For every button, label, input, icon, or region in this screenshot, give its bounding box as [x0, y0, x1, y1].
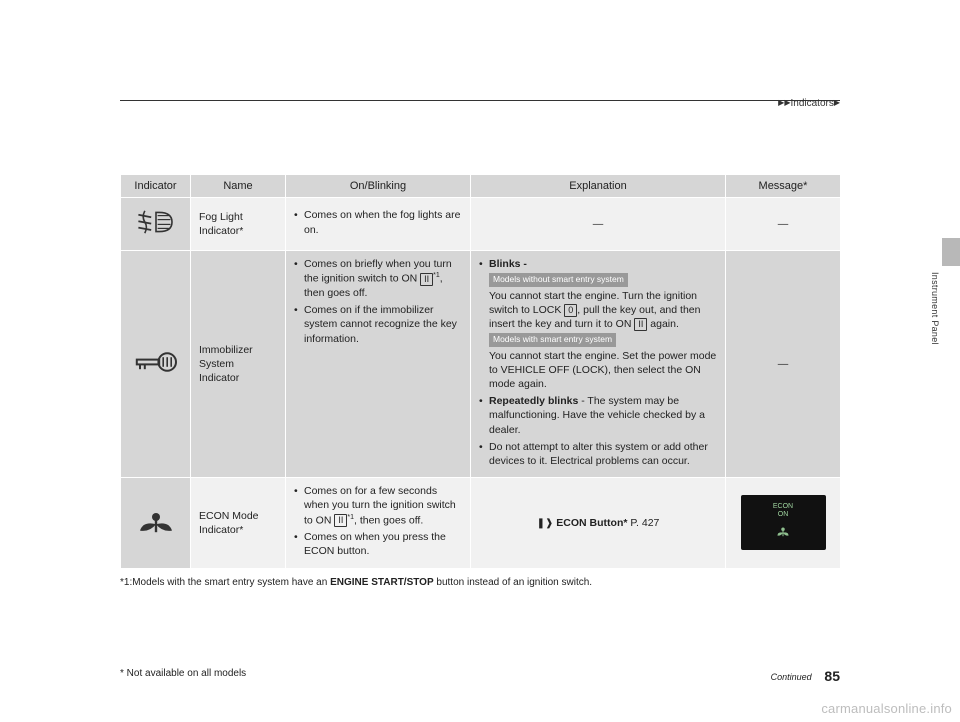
- th-indicator: Indicator: [121, 175, 191, 198]
- continued-label: Continued: [771, 672, 812, 682]
- indicators-table: Indicator Name On/Blinking Explanation M…: [120, 174, 841, 569]
- blinks-label: Blinks -: [489, 258, 527, 270]
- model-badge: Models without smart entry system: [489, 273, 628, 286]
- indicator-name: Fog Light Indicator*: [191, 198, 286, 251]
- explain-text: again.: [647, 318, 679, 330]
- immobilizer-icon: [132, 344, 180, 380]
- onblink-item: Comes on briefly when you turn the ignit…: [294, 257, 462, 300]
- explain-item: Repeatedly blinks - The system may be ma…: [479, 394, 717, 437]
- indicator-icon-cell: [121, 251, 191, 478]
- explain-text: You cannot start the engine. Set the pow…: [489, 350, 716, 390]
- econ-screen-text: ECONON: [741, 503, 826, 518]
- onblink-cell: Comes on for a few seconds when you turn…: [286, 478, 471, 568]
- breadcrumb-label: Indicators: [790, 98, 833, 109]
- footnote-star1: *1:Models with the smart entry system ha…: [120, 577, 840, 588]
- onblink-item: Comes on for a few seconds when you turn…: [294, 484, 462, 527]
- fog-light-icon: [132, 204, 180, 240]
- onblink-cell: Comes on when the fog lights are on.: [286, 198, 471, 251]
- econ-leaf-icon: [132, 503, 180, 539]
- section-side-label: Instrument Panel: [930, 272, 940, 345]
- message-cell: —: [726, 198, 841, 251]
- ref-arrow-icon: ❚❱: [537, 518, 554, 529]
- key-position-box: II: [634, 318, 647, 331]
- key-position-box: 0: [564, 304, 577, 317]
- explanation-cell: ❚❱ ECON Button* P. 427: [471, 478, 726, 568]
- th-message: Message*: [726, 175, 841, 198]
- table-row: Immobilizer System Indicator Comes on br…: [121, 251, 841, 478]
- page-number: 85: [824, 668, 840, 684]
- table-header-row: Indicator Name On/Blinking Explanation M…: [121, 175, 841, 198]
- explanation-cell: Blinks - Models without smart entry syst…: [471, 251, 726, 478]
- footer-right: Continued 85: [771, 668, 840, 684]
- table-row: ECON Mode Indicator* Comes on for a few …: [121, 478, 841, 568]
- message-cell: ECONON: [726, 478, 841, 568]
- thumb-tab: [942, 238, 960, 266]
- watermark: carmanualsonline.info: [821, 701, 952, 716]
- ref-page: P. 427: [630, 517, 659, 529]
- onblink-item: Comes on if the immobilizer system canno…: [294, 303, 462, 346]
- th-name: Name: [191, 175, 286, 198]
- table-row: Fog Light Indicator* Comes on when the f…: [121, 198, 841, 251]
- explanation-cell: —: [471, 198, 726, 251]
- page-content: ▶▶Indicators▶ Indicator Name On/Blinking…: [120, 90, 840, 588]
- header-rule: [120, 100, 840, 101]
- indicator-icon-cell: [121, 198, 191, 251]
- page-header: ▶▶Indicators▶: [120, 100, 840, 124]
- explain-item: Do not attempt to alter this system or a…: [479, 440, 717, 468]
- econ-screen-leaf-icon: [741, 526, 826, 542]
- triangle-icon: ▶: [834, 98, 840, 107]
- model-badge: Models with smart entry system: [489, 333, 616, 346]
- onblink-cell: Comes on briefly when you turn the ignit…: [286, 251, 471, 478]
- indicator-icon-cell: [121, 478, 191, 568]
- th-explanation: Explanation: [471, 175, 726, 198]
- onblink-item: Comes on when the fog lights are on.: [294, 208, 462, 236]
- th-onblink: On/Blinking: [286, 175, 471, 198]
- repeat-blinks-label: Repeatedly blinks: [489, 395, 578, 407]
- message-cell: —: [726, 251, 841, 478]
- ref-label: ECON Button*: [556, 517, 627, 529]
- indicator-name: ECON Mode Indicator*: [191, 478, 286, 568]
- page-footer: * Not available on all models Continued …: [120, 668, 840, 684]
- breadcrumb: ▶▶Indicators▶: [778, 98, 840, 109]
- indicator-name: Immobilizer System Indicator: [191, 251, 286, 478]
- footnote-not-available: * Not available on all models: [120, 668, 246, 679]
- explain-item: Blinks - Models without smart entry syst…: [479, 257, 717, 391]
- econ-screen-image: ECONON: [741, 495, 826, 550]
- onblink-item: Comes on when you press the ECON button.: [294, 530, 462, 558]
